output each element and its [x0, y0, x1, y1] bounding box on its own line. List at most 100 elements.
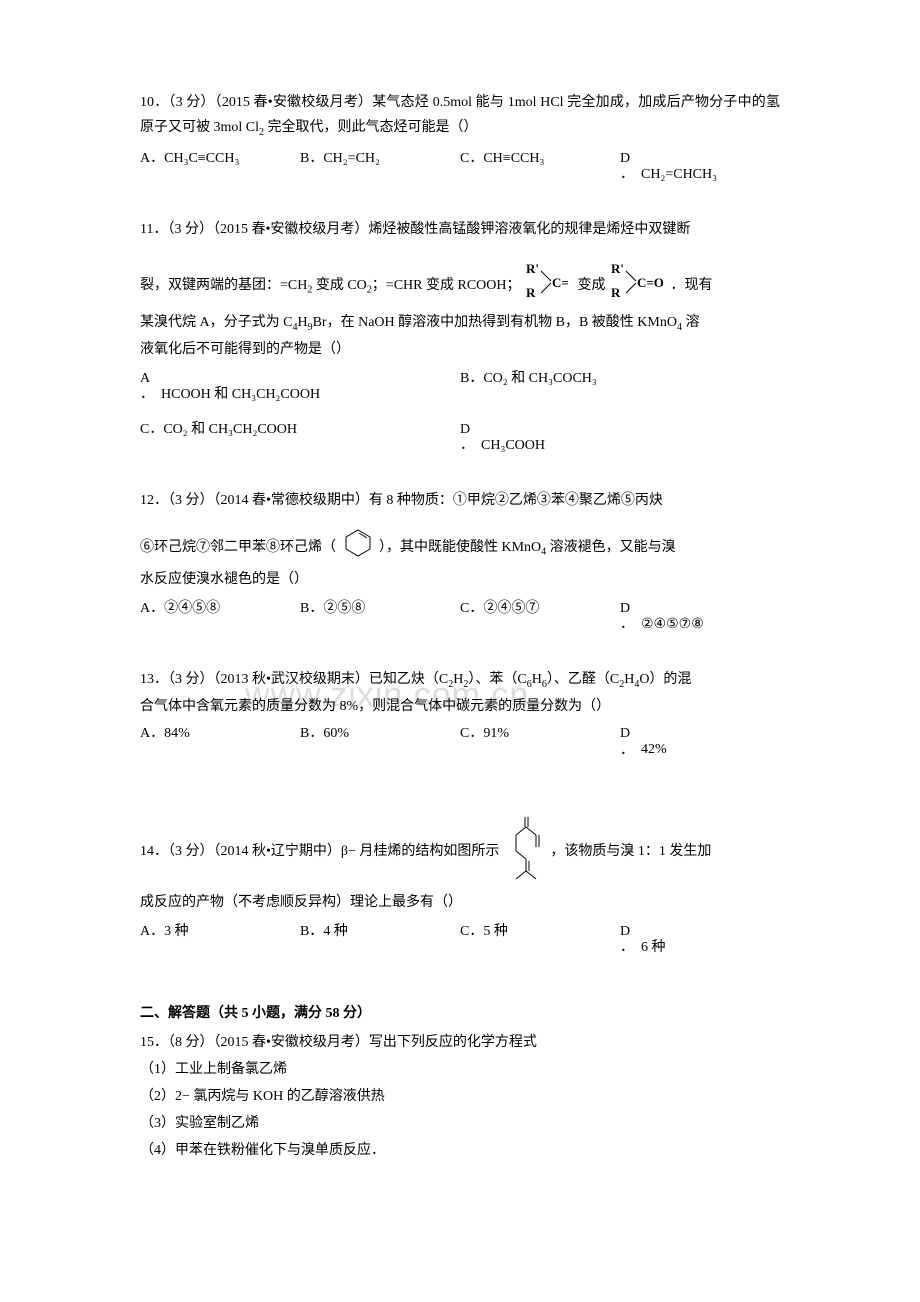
- opt-val: CH₂=CHCH₃: [641, 167, 717, 182]
- d-stack: D ．: [620, 146, 634, 180]
- opt-val: ②⑤⑧: [323, 601, 365, 616]
- text: 变成 CO: [312, 277, 366, 292]
- text: 裂，双键两端的基团：=CH: [140, 277, 307, 292]
- opt-val: CH₂=CH₂: [323, 151, 380, 166]
- question-12: 12．（3 分）（2014 春•常德校级期中）有 8 种物质：①甲烷②乙烯③苯④…: [140, 488, 780, 637]
- q14-opt-d: D ． 6 种: [620, 919, 780, 960]
- text: ）、苯（C: [468, 672, 526, 687]
- q10-opt-c: C．CH≡CCH₃: [460, 146, 620, 187]
- a-stack: A ．: [140, 366, 154, 400]
- q14-opt-c: C．5 种: [460, 919, 620, 960]
- q13-opt-c: C．91%: [460, 721, 620, 762]
- d-dot: ．: [620, 747, 634, 755]
- opt-label: B．: [460, 371, 483, 386]
- text: ；=CHR 变成 RCOOH；: [372, 277, 521, 292]
- question-13: 13．（3 分）（2013 秋•武汉校级期末）已知乙炔（C2H2）、苯（C6H6…: [140, 667, 780, 762]
- question-10: 10．（3 分）（2015 春•安徽校级月考）某气态烃 0.5mol 能与 1m…: [140, 90, 780, 187]
- q11-opt-b: B．CO₂ 和 CH₃COCH₃: [460, 366, 780, 407]
- q13-stem-line2: 合气体中含氧元素的质量分数为 8%，则混合气体中碳元素的质量分数为（）: [140, 694, 780, 719]
- q11-opt-c: C．CO₂ 和 CH₃CH₂COOH: [140, 417, 460, 458]
- q11-opt-d: D ． CH₃COOH: [460, 417, 780, 458]
- opt-label: C．: [460, 601, 483, 616]
- text: ，该物质与溴 1：1 发生加: [550, 844, 711, 859]
- opt-val: ②④⑤⑦⑧: [641, 617, 704, 632]
- q12-options: A．②④⑤⑧ B．②⑤⑧ C．②④⑤⑦ D ． ②④⑤⑦⑧: [140, 596, 780, 637]
- text: H: [532, 672, 542, 687]
- section-2: 二、解答题（共 5 小题，满分 58 分） 15．（8 分）（2015 春•安徽…: [140, 1001, 780, 1164]
- q13-opt-b: B．60%: [300, 721, 460, 762]
- q15-sub4: （4）甲苯在铁粉催化下与溴单质反应．: [140, 1138, 780, 1163]
- opt-val: 84%: [164, 726, 190, 741]
- q11-options: A ． HCOOH 和 CH₃CH₂COOH B．CO₂ 和 CH₃COCH₃ …: [140, 366, 780, 459]
- d-stack: D ．: [460, 417, 474, 451]
- svg-text:R: R: [611, 285, 621, 300]
- text: ）、乙醛（C: [547, 672, 619, 687]
- opt-label: B．: [300, 151, 323, 166]
- opt-val: 6 种: [641, 940, 666, 955]
- q15-sub3: （3）实验室制乙烯: [140, 1111, 780, 1136]
- q12-opt-a: A．②④⑤⑧: [140, 596, 300, 637]
- opt-val: ②④⑤⑦: [483, 601, 539, 616]
- opt-label: A．: [140, 924, 164, 939]
- opt-val: ②④⑤⑧: [164, 601, 220, 616]
- formula-c-o-icon: R' R C=O: [609, 261, 667, 310]
- text: ⑥环己烷⑦邻二甲苯⑧环己烯（: [140, 539, 336, 554]
- opt-val: 5 种: [483, 924, 508, 939]
- q13-opt-a: A．84%: [140, 721, 300, 762]
- opt-val: CO₂ 和 CH₃CH₂COOH: [163, 422, 297, 437]
- q13-opt-d: D ． 42%: [620, 721, 780, 762]
- text: Br，在 NaOH 醇溶液中加热得到有机物 B，B 被酸性 KMnO: [313, 315, 677, 330]
- d-dot: ．: [620, 171, 634, 179]
- opt-label: C．: [460, 924, 483, 939]
- svg-text:C=O: C=O: [637, 275, 664, 290]
- q13-options: A．84% B．60% C．91% D ． 42%: [140, 721, 780, 762]
- opt-val: 4 种: [323, 924, 348, 939]
- q14-stem-line1: 14．（3 分）（2014 秋•辽宁期中）β− 月桂烯的结构如图所示 ，该物质与…: [140, 813, 780, 890]
- opt-val: CH₃C≡CCH₃: [164, 151, 239, 166]
- text: H: [297, 315, 307, 330]
- opt-val: HCOOH 和 CH₃CH₂COOH: [161, 387, 320, 402]
- text: H: [624, 672, 634, 687]
- q10-opt-b: B．CH₂=CH₂: [300, 146, 460, 187]
- text: ．现有: [671, 277, 713, 292]
- q12-stem-line3: 水反应使溴水褪色的是（）: [140, 567, 780, 592]
- opt-label: B．: [300, 924, 323, 939]
- d-dot: ．: [460, 442, 474, 450]
- q15-sub2: （2）2− 氯丙烷与 KOH 的乙醇溶液供热: [140, 1084, 780, 1109]
- text: H: [453, 672, 463, 687]
- q12-opt-d: D ． ②④⑤⑦⑧: [620, 596, 780, 637]
- section-2-header: 二、解答题（共 5 小题，满分 58 分）: [140, 1001, 780, 1026]
- text: 变成: [578, 277, 606, 292]
- question-11: 11．（3 分）（2015 春•安徽校级月考）烯烃被酸性高锰酸钾溶液氧化的规律是…: [140, 217, 780, 458]
- opt-val: CH₃COOH: [481, 438, 545, 453]
- svg-text:R': R': [611, 261, 624, 276]
- opt-val: 42%: [641, 743, 667, 758]
- q11-stem-line3: 某溴代烷 A，分子式为 C4H9Br，在 NaOH 醇溶液中加热得到有机物 B，…: [140, 310, 780, 337]
- dot: ．: [140, 391, 154, 399]
- question-14: 14．（3 分）（2014 秋•辽宁期中）β− 月桂烯的结构如图所示 ，该物质与…: [140, 813, 780, 961]
- svg-text:R': R': [526, 261, 539, 276]
- q15-stem: 15．（8 分）（2015 春•安徽校级月考）写出下列反应的化学方程式: [140, 1030, 780, 1055]
- q10-stem-b: 完全取代，则此气态烃可能是（）: [264, 120, 478, 135]
- q12-opt-b: B．②⑤⑧: [300, 596, 460, 637]
- opt-label: C．: [140, 422, 163, 437]
- text: 溶液褪色，又能与溴: [546, 539, 676, 554]
- d-stack: D ．: [620, 721, 634, 755]
- d-stack: D ．: [620, 919, 634, 953]
- q11-stem-line1: 11．（3 分）（2015 春•安徽校级月考）烯烃被酸性高锰酸钾溶液氧化的规律是…: [140, 217, 780, 242]
- q11-opt-a: A ． HCOOH 和 CH₃CH₂COOH: [140, 366, 460, 407]
- q14-options: A．3 种 B．4 种 C．5 种 D ． 6 种: [140, 919, 780, 960]
- q14-stem-line2: 成反应的产物（不考虑顺反异构）理论上最多有（）: [140, 890, 780, 915]
- text: ），其中既能使酸性 KMnO: [379, 539, 541, 554]
- q12-opt-c: C．②④⑤⑦: [460, 596, 620, 637]
- text: 14．（3 分）（2014 秋•辽宁期中）β− 月桂烯的结构如图所示: [140, 844, 499, 859]
- q12-stem-line1: 12．（3 分）（2014 春•常德校级期中）有 8 种物质：①甲烷②乙烯③苯④…: [140, 488, 780, 513]
- myrcene-structure-icon: [503, 813, 547, 890]
- opt-val: 60%: [323, 726, 349, 741]
- q13-stem-line1: 13．（3 分）（2013 秋•武汉校级期末）已知乙炔（C2H2）、苯（C6H6…: [140, 667, 780, 694]
- d-dot: ．: [620, 621, 634, 629]
- opt-label: B．: [300, 726, 323, 741]
- opt-label: C．: [460, 726, 483, 741]
- opt-label: C．: [460, 151, 483, 166]
- q11-stem-line4: 液氧化后不可能得到的产物是（）: [140, 337, 780, 362]
